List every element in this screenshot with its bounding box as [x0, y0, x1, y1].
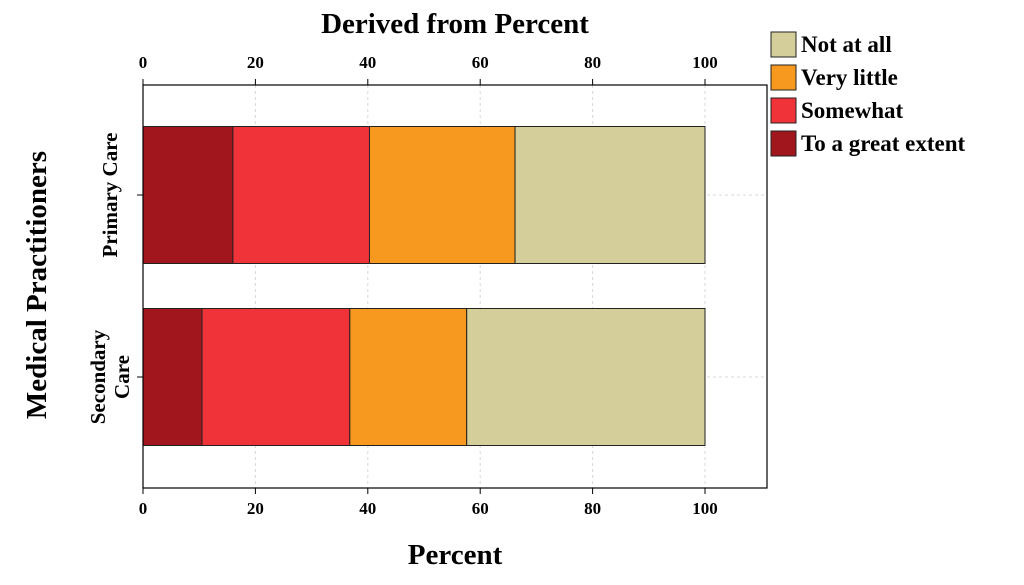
x-axis-title: Percent	[408, 539, 503, 571]
x-tick-label-bottom: 0	[139, 499, 148, 518]
chart-title: Derived from Percent	[321, 8, 589, 40]
x-tick-label-top: 20	[247, 53, 264, 72]
y-axis-title: Medical Practitioners	[21, 151, 53, 419]
bar-segment	[368, 126, 516, 264]
category-labels: Primary Care Secondary Care	[86, 133, 134, 425]
legend-swatch	[770, 130, 797, 157]
category-label: Primary Care	[98, 133, 122, 258]
x-tick-label-top: 60	[472, 53, 489, 72]
bar-segment	[349, 308, 468, 446]
legend-swatch	[770, 64, 797, 91]
x-tick-label-bottom: 60	[472, 499, 489, 518]
x-tick-label-top: 80	[584, 53, 601, 72]
bar-segment	[514, 126, 706, 264]
x-tick-label-bottom: 100	[692, 499, 718, 518]
plot-frame	[142, 84, 768, 489]
axis-ticks: 0 0 20 20 40 40 60 60 80 80 100 100	[137, 53, 718, 518]
legend-label: Somewhat	[801, 98, 904, 123]
x-tick-label-top: 100	[692, 53, 718, 72]
legend-label: Very little	[801, 65, 898, 90]
legend-label: To a great extent	[801, 131, 966, 156]
legend: Not at all Very little Somewhat To a great …	[770, 31, 966, 157]
x-tick-label-top: 0	[139, 53, 148, 72]
x-tick-label-bottom: 20	[247, 499, 264, 518]
bar-segment	[142, 126, 234, 264]
legend-swatch	[770, 97, 797, 124]
category-label: Care	[110, 355, 134, 399]
x-tick-label-bottom: 80	[584, 499, 601, 518]
bar-segment	[201, 308, 351, 446]
bar-segment	[466, 308, 706, 446]
legend-label: Not at all	[801, 32, 892, 57]
x-tick-label-bottom: 40	[359, 499, 376, 518]
legend-swatch	[770, 31, 797, 58]
bar-segment	[142, 308, 203, 446]
bars	[142, 126, 706, 446]
bar-segment	[232, 126, 370, 264]
category-label: Secondary	[86, 329, 110, 424]
x-tick-label-top: 40	[359, 53, 376, 72]
